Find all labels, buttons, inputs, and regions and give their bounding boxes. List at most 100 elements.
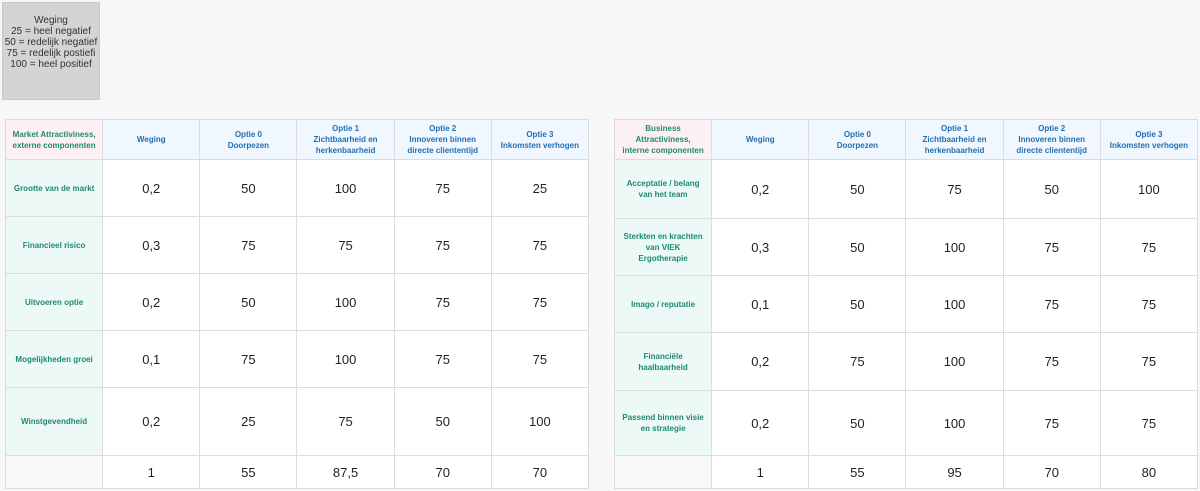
value-cell: 100 — [490, 387, 590, 456]
value-cell: 100 — [1099, 159, 1199, 219]
value-cell: 0,2 — [711, 159, 810, 219]
cell-text: Optie 3 — [1135, 129, 1163, 139]
total-cell: 1 — [102, 455, 201, 489]
value-cell: 100 — [296, 273, 395, 331]
total-cell: 80 — [1099, 455, 1199, 489]
cell-text: Optie 2 — [429, 124, 457, 133]
cell-text: herkenbaarheid — [924, 146, 985, 155]
table-row: Winstgevendheid 0,2 25 75 50 100 — [4, 387, 590, 456]
value-cell: 100 — [905, 275, 1004, 333]
value-cell: 100 — [905, 332, 1004, 391]
value-cell: 75 — [1099, 390, 1199, 456]
cell-text: en strategie — [640, 424, 686, 433]
table-row: Passend binnen visie en strategie 0,2 50 100… — [613, 390, 1199, 456]
cell-text: herkenbaarheid — [315, 146, 376, 155]
cell-text: Optie 0 — [843, 129, 871, 139]
cell-text: van VIEK Ergotherapie — [638, 242, 688, 263]
cell-text: Grootte van de markt — [13, 183, 95, 193]
cell-text: directe clienten­tijd — [407, 146, 479, 155]
cell-text: Market Attractiviness, — [12, 129, 96, 139]
column-header: Optie 0 Doorpezen — [199, 119, 298, 160]
cell-text: Inkomsten verhogen — [1109, 140, 1189, 150]
value-cell: 0,2 — [102, 387, 201, 456]
value-cell: 75 — [393, 330, 492, 388]
cell-text: Optie 2 — [1038, 124, 1066, 133]
column-header: Weging — [102, 119, 201, 160]
legend-line: 75 = redelijk postiefi — [6, 47, 96, 59]
value-cell: 50 — [808, 218, 907, 276]
value-cell: 75 — [1099, 218, 1199, 276]
value-cell: 0,1 — [102, 330, 201, 388]
value-cell: 75 — [1002, 390, 1101, 456]
column-header: Optie 1 Zichtbaarheid en herkenbaarheid — [296, 119, 395, 160]
row-label: Passend binnen visie en strategie — [613, 390, 713, 456]
cell-text: Uitvoeren optie — [24, 297, 84, 307]
value-cell: 0,2 — [711, 332, 810, 391]
value-cell: 75 — [393, 216, 492, 274]
value-cell: 100 — [905, 390, 1004, 456]
value-cell: 0,2 — [102, 159, 201, 217]
row-label: Mogelijkheden groei — [4, 330, 104, 388]
cell-text: directe clienten­tijd — [1016, 146, 1088, 155]
cell-text: Mogelijkheden groei — [15, 354, 93, 364]
value-cell: 75 — [296, 216, 395, 274]
cell-text: Financiële — [643, 351, 683, 361]
cell-text: Optie 3 — [526, 129, 554, 139]
cell-text: Sterkten en krachten — [623, 231, 703, 241]
cell-text: externe componenten — [12, 140, 96, 150]
cell-text: Optie 0 — [234, 129, 262, 139]
total-cell: 70 — [393, 455, 492, 489]
table-row: Financiële haalbaarheid 0,2 75 100 75 75 — [613, 332, 1199, 391]
cell-text: Innoveren binnen — [409, 135, 477, 144]
row-label: Sterkten en krachten van VIEK Ergotherapi… — [613, 218, 713, 276]
value-cell: 75 — [199, 216, 298, 274]
cell-text: Passend binnen visie — [622, 413, 704, 422]
column-header: Optie 0 Doorpezen — [808, 119, 907, 160]
value-cell: 25 — [490, 159, 590, 217]
row-label: Winstgevendheid — [4, 387, 104, 456]
legend-line: 25 = heel negatief — [11, 25, 91, 37]
cell-text: interne componenten — [622, 146, 704, 155]
value-cell: 50 — [1002, 159, 1101, 219]
value-cell: 75 — [393, 159, 492, 217]
cell-text: Doorpezen — [836, 140, 879, 150]
value-cell: 100 — [296, 159, 395, 217]
value-cell: 100 — [296, 330, 395, 388]
table-row: Financieel risico 0,3 75 75 75 75 — [4, 216, 590, 274]
value-cell: 75 — [490, 273, 590, 331]
value-cell: 0,2 — [102, 273, 201, 331]
value-cell: 75 — [393, 273, 492, 331]
value-cell: 75 — [1002, 218, 1101, 276]
value-cell: 50 — [199, 159, 298, 217]
value-cell: 75 — [905, 159, 1004, 219]
value-cell: 75 — [1099, 275, 1199, 333]
cell-text: Doorpezen — [227, 140, 270, 150]
total-cell: 1 — [711, 455, 810, 489]
cell-text: Optie 1 — [940, 124, 969, 133]
column-header: Optie 1 Zichtbaarheid en herkenbaarheid — [905, 119, 1004, 160]
cell-text: Financieel risico — [22, 240, 86, 250]
value-cell: 100 — [905, 218, 1004, 276]
cell-text: Weging — [745, 135, 775, 144]
row-label: Acceptatie / belang van het team — [613, 159, 713, 219]
cell-text: Imago / reputatie — [631, 299, 696, 309]
totals-label — [4, 455, 104, 489]
table-row: Grootte van de markt 0,2 50 100 75 25 — [4, 159, 590, 217]
value-cell: 0,3 — [711, 218, 810, 276]
cell-text: Zichtbaarheid en — [922, 135, 987, 144]
value-cell: 75 — [1002, 332, 1101, 391]
value-cell: 25 — [199, 387, 298, 456]
table-row: Uitvoeren optie 0,2 50 100 75 75 — [4, 273, 590, 331]
corner-header: Market Attractiviness, externe componente… — [4, 119, 104, 160]
total-cell: 70 — [490, 455, 590, 489]
row-label: Financiële haalbaarheid — [613, 332, 713, 391]
totals-row: 1 55 95 70 80 — [613, 455, 1199, 489]
totals-label — [613, 455, 713, 489]
legend-line: 100 = heel positief — [10, 58, 92, 70]
cell-text: Winstgevendheid — [21, 417, 88, 426]
total-cell: 70 — [1002, 455, 1101, 489]
value-cell: 75 — [296, 387, 395, 456]
value-cell: 0,1 — [711, 275, 810, 333]
weging-legend: Weging 25 = heel negatief 50 = redelijk … — [2, 2, 100, 100]
column-header: Optie 3 Inkomsten verhogen — [490, 119, 590, 160]
